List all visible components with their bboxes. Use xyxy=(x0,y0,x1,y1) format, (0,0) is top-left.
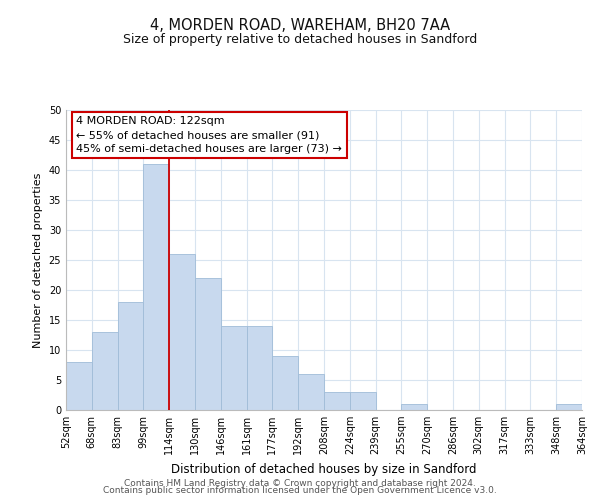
Text: Size of property relative to detached houses in Sandford: Size of property relative to detached ho… xyxy=(123,32,477,46)
Bar xyxy=(118,302,143,410)
Bar xyxy=(298,374,324,410)
Text: Contains HM Land Registry data © Crown copyright and database right 2024.: Contains HM Land Registry data © Crown c… xyxy=(124,478,476,488)
Bar xyxy=(66,362,92,410)
Bar xyxy=(556,404,582,410)
Bar xyxy=(195,278,221,410)
Bar xyxy=(401,404,427,410)
Text: 4, MORDEN ROAD, WAREHAM, BH20 7AA: 4, MORDEN ROAD, WAREHAM, BH20 7AA xyxy=(150,18,450,32)
Bar xyxy=(324,392,350,410)
Bar xyxy=(143,164,169,410)
Bar xyxy=(350,392,376,410)
Text: Contains public sector information licensed under the Open Government Licence v3: Contains public sector information licen… xyxy=(103,486,497,495)
Text: 4 MORDEN ROAD: 122sqm
← 55% of detached houses are smaller (91)
45% of semi-deta: 4 MORDEN ROAD: 122sqm ← 55% of detached … xyxy=(76,116,342,154)
Bar xyxy=(169,254,195,410)
Bar xyxy=(247,326,272,410)
Bar xyxy=(221,326,247,410)
Y-axis label: Number of detached properties: Number of detached properties xyxy=(33,172,43,348)
Bar xyxy=(92,332,118,410)
X-axis label: Distribution of detached houses by size in Sandford: Distribution of detached houses by size … xyxy=(171,462,477,475)
Bar xyxy=(272,356,298,410)
